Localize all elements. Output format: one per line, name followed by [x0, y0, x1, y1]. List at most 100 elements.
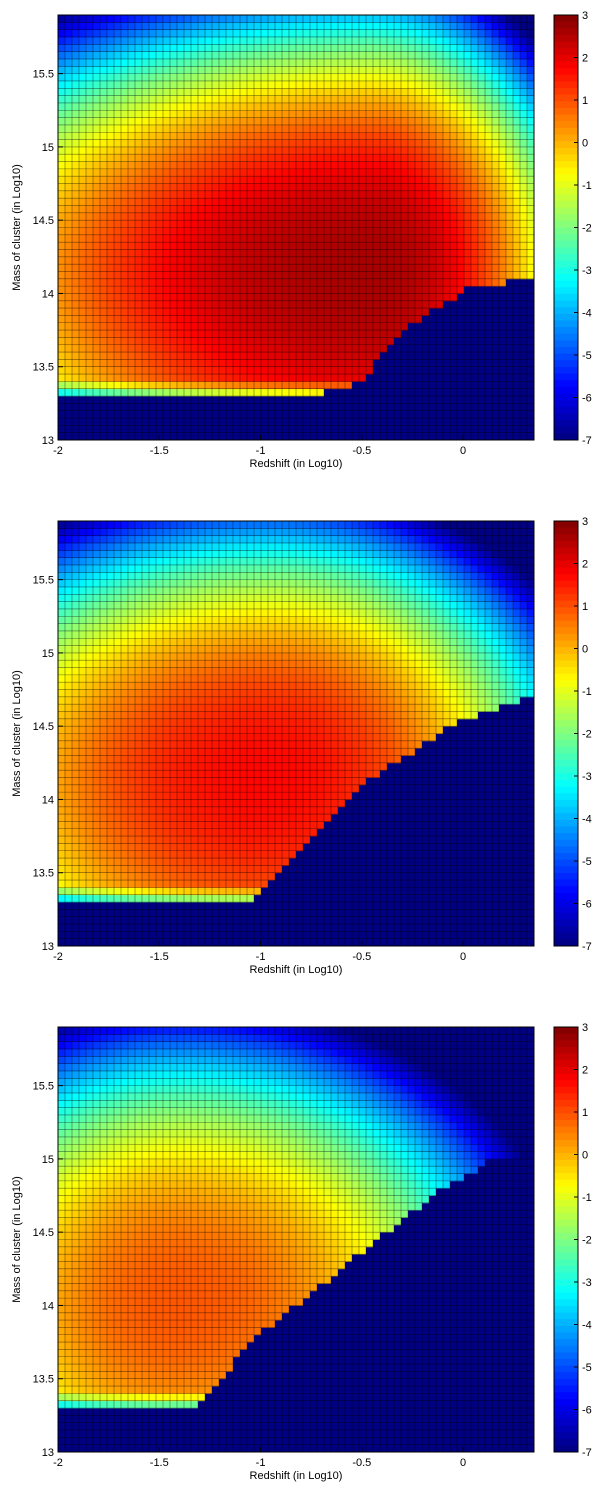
heatmap-cell: [114, 22, 122, 31]
heatmap-cell: [310, 220, 318, 228]
heatmap-cell: [128, 117, 136, 126]
heatmap-cell: [492, 242, 500, 250]
heatmap-cell: [149, 264, 157, 272]
heatmap-cell: [352, 139, 360, 148]
heatmap-cell: [296, 425, 304, 434]
heatmap-cell: [303, 66, 311, 75]
heatmap-cell: [471, 132, 479, 140]
heatmap-cell: [268, 36, 276, 45]
heatmap-cell: [506, 139, 514, 148]
heatmap-cell: [331, 271, 339, 280]
heatmap-cell: [212, 242, 220, 250]
heatmap-cell: [331, 212, 339, 221]
heatmap-cell: [65, 117, 73, 126]
heatmap-cell: [317, 176, 325, 184]
heatmap-cell: [128, 762, 136, 771]
heatmap-cell: [212, 374, 220, 382]
heatmap-cell: [219, 117, 227, 126]
heatmap-cell: [485, 242, 493, 250]
heatmap-cell: [184, 176, 192, 184]
heatmap-cell: [331, 322, 339, 331]
heatmap-cell: [198, 176, 206, 184]
heatmap-cell: [219, 190, 227, 199]
heatmap-cell: [205, 124, 213, 133]
heatmap-cell: [261, 271, 269, 280]
heatmap-cell: [366, 212, 374, 221]
heatmap-cell: [303, 110, 311, 118]
heatmap-cell: [170, 366, 178, 375]
heatmap-cell: [296, 432, 304, 441]
heatmap-cell: [121, 770, 129, 778]
heatmap-cell: [527, 278, 535, 287]
heatmap-cell: [317, 73, 325, 82]
heatmap-cell: [72, 638, 80, 646]
heatmap-cell: [86, 80, 94, 89]
heatmap-cell: [429, 249, 437, 258]
heatmap-cell: [128, 432, 136, 441]
heatmap-cell: [408, 352, 416, 360]
heatmap-cell: [198, 337, 206, 346]
heatmap-cell: [142, 557, 150, 566]
heatmap-cell: [79, 315, 87, 324]
heatmap-cell: [58, 594, 66, 603]
heatmap-cell: [373, 403, 381, 412]
heatmap-cell: [499, 352, 507, 360]
heatmap-cell: [191, 95, 199, 104]
heatmap-cell: [128, 872, 136, 881]
heatmap-cell: [79, 234, 87, 243]
heatmap-cell: [149, 227, 157, 236]
heatmap-cell: [86, 916, 94, 925]
heatmap-cell: [499, 410, 507, 419]
heatmap-cell: [72, 542, 80, 551]
heatmap-cell: [128, 242, 136, 250]
heatmap-cell: [261, 190, 269, 199]
heatmap-cell: [72, 161, 80, 170]
heatmap-cell: [366, 88, 374, 97]
heatmap-cell: [212, 220, 220, 228]
heatmap-cell: [380, 190, 388, 199]
heatmap-cell: [317, 410, 325, 419]
heatmap-cell: [177, 124, 185, 133]
heatmap-cell: [121, 146, 129, 155]
heatmap-cell: [100, 110, 108, 118]
heatmap-cell: [261, 256, 269, 265]
heatmap-cell: [142, 535, 150, 544]
heatmap-cell: [121, 660, 129, 668]
heatmap-cell: [387, 322, 395, 331]
heatmap-cell: [156, 190, 164, 199]
heatmap-cell: [198, 51, 206, 60]
heatmap-cell: [240, 315, 248, 324]
heatmap-cell: [114, 718, 122, 727]
heatmap-cell: [191, 300, 199, 309]
heatmap-cell: [163, 95, 171, 104]
heatmap-cell: [184, 15, 192, 23]
heatmap-cell: [310, 330, 318, 338]
heatmap-cell: [142, 396, 150, 404]
heatmap-cell: [506, 278, 514, 287]
heatmap-cell: [282, 403, 290, 412]
heatmap-cell: [240, 330, 248, 338]
heatmap-cell: [121, 58, 129, 67]
heatmap-cell: [170, 256, 178, 265]
heatmap-cell: [254, 381, 262, 390]
heatmap-cell: [121, 748, 129, 756]
heatmap-cell: [352, 205, 360, 214]
heatmap-cell: [205, 212, 213, 221]
heatmap-cell: [506, 198, 514, 206]
colorbar-swatch: [554, 134, 578, 142]
heatmap-cell: [345, 110, 353, 118]
heatmap-cell: [72, 117, 80, 126]
heatmap-cell: [107, 755, 115, 764]
heatmap-cell: [338, 315, 346, 324]
heatmap-cell: [93, 80, 101, 89]
heatmap-cell: [373, 271, 381, 280]
heatmap-cell: [464, 432, 472, 441]
heatmap-cell: [282, 212, 290, 221]
heatmap-cell: [86, 594, 94, 603]
heatmap-cell: [65, 264, 73, 272]
heatmap-cell: [310, 308, 318, 316]
heatmap-cell: [163, 256, 171, 265]
heatmap-cell: [93, 711, 101, 720]
heatmap-cell: [275, 176, 283, 184]
heatmap-cell: [93, 359, 101, 368]
